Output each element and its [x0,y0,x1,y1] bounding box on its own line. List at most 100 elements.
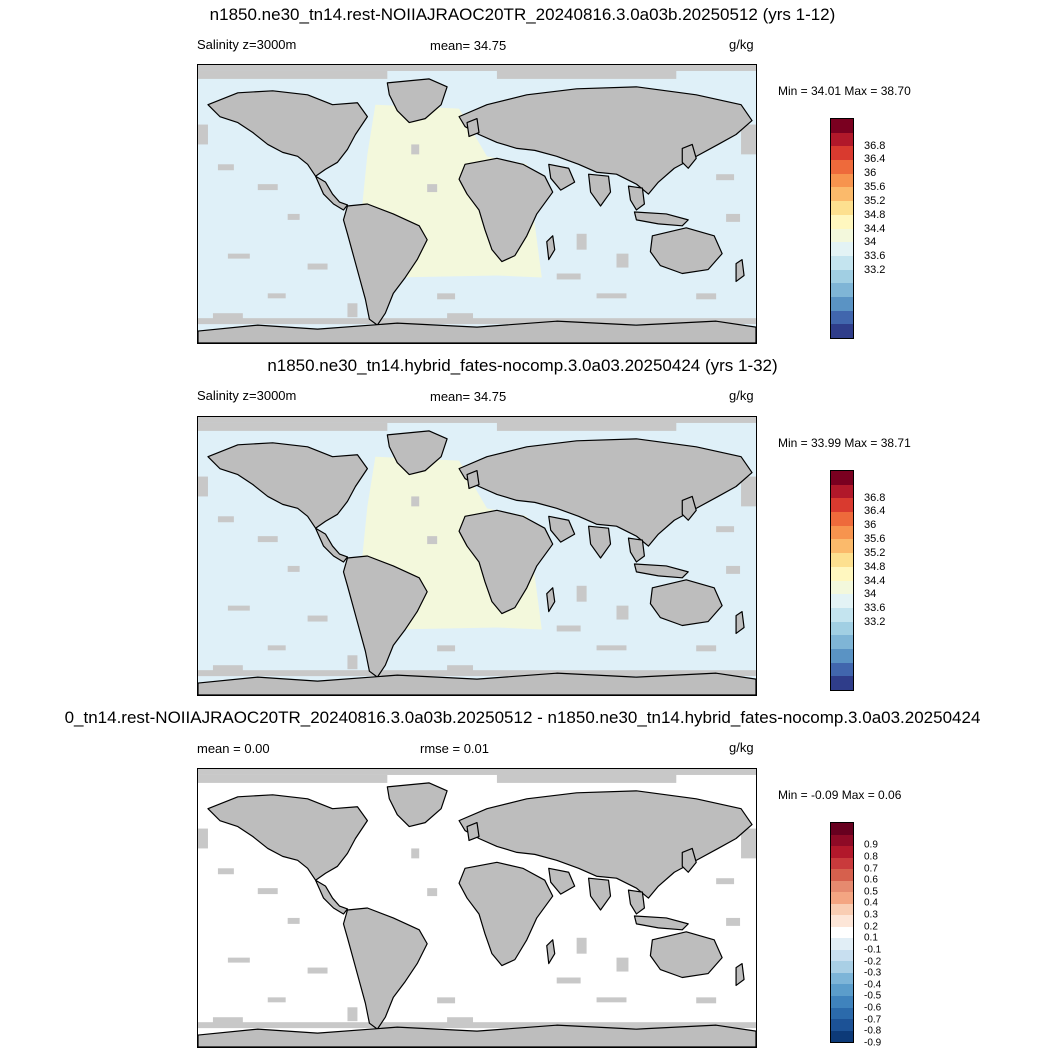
masked-cell [616,605,629,620]
masked-cell [496,420,677,431]
colorbar-swatch [831,146,853,161]
masked-cell [411,144,420,155]
colorbar-tick-label: 36.8 [864,491,886,504]
landmass-central-america [314,879,349,915]
panel-3-mean-label: mean = 0.00 [197,741,270,756]
panel-1-colorbar [830,118,854,339]
colorbar-swatch [831,296,853,311]
colorbar-swatch [831,961,853,973]
landmass-new-zealand [735,611,745,635]
colorbar-swatch [831,512,853,526]
colorbar-tick-label: 0.8 [864,851,878,863]
masked-cell [726,565,741,574]
masked-cell [307,615,328,622]
landmass-southeast-asia [627,185,645,211]
landmass-africa [458,157,554,263]
panel-2-variable-label: Salinity z=3000m [197,388,297,403]
landmass-southeast-asia [627,889,645,915]
colorbar-tick-label: -0.1 [864,944,882,956]
colorbar-tick-label: 0.2 [864,921,878,933]
landmass-southeast-asia [627,537,645,563]
masked-cell [267,645,286,651]
masked-cell [696,997,717,1004]
masked-cell [217,164,234,171]
masked-cell [198,417,756,423]
masked-cell [576,585,587,602]
colorbar-tick-label: -0.3 [864,967,882,979]
colorbar-swatch [831,132,853,147]
masked-cell [496,68,677,79]
masked-cell [307,263,328,270]
masked-cell [596,293,627,299]
colorbar-swatch [831,834,853,847]
landmass-north-america [207,442,368,529]
masked-cell [411,848,420,859]
panel-3-title: 0_tn14.rest-NOIIAJRAOC20TR_20240816.3.0a… [64,708,981,727]
masked-cell [741,124,756,155]
colorbar-swatch [831,283,853,297]
masked-cell [198,1022,756,1029]
colorbar-tick-label: 34 [864,236,877,249]
masked-cell [496,772,677,783]
colorbar-tick-label: -0.5 [864,990,882,1002]
landmass-madagascar [546,939,556,965]
colorbar-swatch [831,539,853,554]
colorbar-swatch [831,635,853,649]
landmass-antarctica [198,672,756,695]
masked-cell [447,313,474,320]
masked-cell [198,65,756,71]
landmass-madagascar [546,235,556,261]
colorbar-tick-label: 36.4 [864,153,886,166]
colorbar-tick-label: 0.9 [864,839,878,851]
colorbar-tick-label: 0.3 [864,909,878,921]
masked-cell [616,253,629,268]
colorbar-swatch [831,173,853,188]
panel-3-units: g/kg [729,740,754,755]
landmass-indonesia [633,563,689,579]
colorbar-tick-label: 34 [864,588,877,601]
landmass-australia [649,227,723,275]
panel-2-map [197,416,757,696]
masked-cell [198,828,208,849]
landmass-japan [681,847,697,873]
masked-cell [198,124,208,145]
colorbar-tick-label: 35.2 [864,546,886,559]
colorbar-swatch [831,1030,853,1043]
masked-cell [447,1017,474,1024]
masked-cell [576,233,587,250]
colorbar-swatch [831,269,853,284]
landmass-greenland [386,782,448,828]
masked-cell [212,665,243,672]
landmass-eurasia [458,438,753,547]
masked-cell [576,937,587,954]
landmass-new-zealand [735,963,745,987]
masked-cell [437,645,456,652]
masked-cell [227,253,250,259]
landmass-uk [466,118,480,138]
landmass-africa [458,509,554,615]
masked-cell [556,625,581,632]
colorbar-tick-label: 36.4 [864,505,886,518]
panel-2-units: g/kg [729,388,754,403]
colorbar-swatch [831,621,853,636]
masked-cell [287,917,300,924]
masked-cell [347,303,358,318]
landmass-eurasia [458,86,753,195]
landmass-south-america [342,907,428,1030]
colorbar-tick-label: 35.6 [864,533,886,546]
masked-cell [616,957,629,972]
colorbar-tick-label: 0.6 [864,874,878,886]
landmass-new-zealand [735,259,745,283]
landmass-india [588,877,612,911]
masked-cell [427,184,438,193]
masked-cell [696,293,717,300]
colorbar-swatch [831,498,853,513]
masked-cell [217,868,234,875]
masked-cell [427,888,438,897]
colorbar-swatch [831,984,853,996]
panel-1-units: g/kg [729,37,754,52]
colorbar-swatch [831,846,853,858]
colorbar-tick-label: 0.5 [864,886,878,898]
world-map [198,417,756,695]
colorbar-swatch [831,926,853,939]
